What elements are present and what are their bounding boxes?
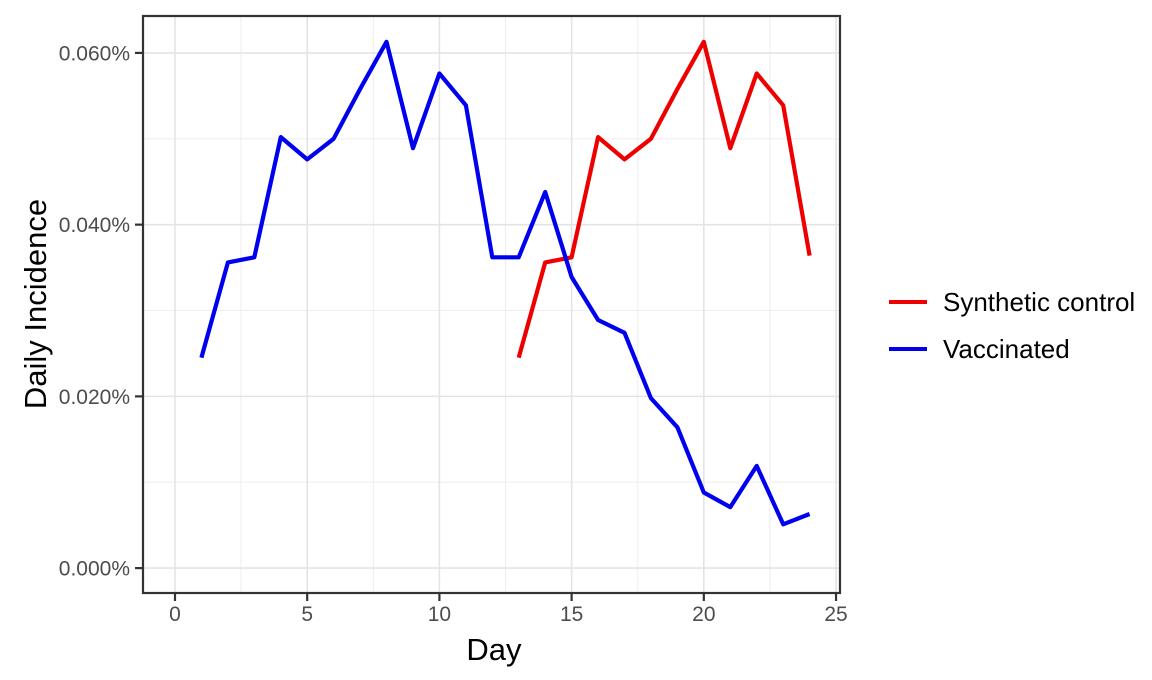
gridlines-minor	[143, 16, 840, 593]
legend-label-vaccinated: Vaccinated	[943, 333, 1070, 364]
x-tick-label: 20	[692, 603, 715, 626]
x-tick-label: 10	[428, 603, 451, 626]
tick-labels: 0 5 10 15 20 25 0.000% 0.020% 0.040% 0.060%	[59, 42, 848, 626]
x-tick-label: 5	[301, 603, 313, 626]
legend-label-synthetic-control: Synthetic control	[943, 286, 1136, 317]
plot-panel	[143, 16, 840, 593]
panel-border	[141, 14, 842, 595]
y-tick-label: 0.020%	[59, 386, 130, 409]
y-tick-label: 0.060%	[59, 42, 130, 65]
legend-key-synthetic-control-icon	[889, 300, 927, 304]
x-tick-label: 25	[824, 603, 847, 626]
legend-item-vaccinated: Vaccinated	[889, 331, 1135, 367]
y-axis-title: Daily Incidence	[18, 199, 53, 409]
x-axis-title: Day	[466, 632, 522, 667]
x-tick-label: 0	[169, 603, 181, 626]
tick-marks	[135, 51, 838, 601]
legend-key-vaccinated-icon	[889, 347, 927, 351]
gridlines-major	[143, 16, 840, 593]
y-tick-label: 0.000%	[59, 558, 130, 581]
series-line-vaccinated	[199, 39, 811, 527]
x-tick-label: 15	[560, 603, 583, 626]
y-tick-label: 0.040%	[59, 214, 130, 237]
legend: Synthetic control Vaccinated	[889, 284, 1135, 367]
legend-item-synthetic-control: Synthetic control	[889, 284, 1135, 320]
